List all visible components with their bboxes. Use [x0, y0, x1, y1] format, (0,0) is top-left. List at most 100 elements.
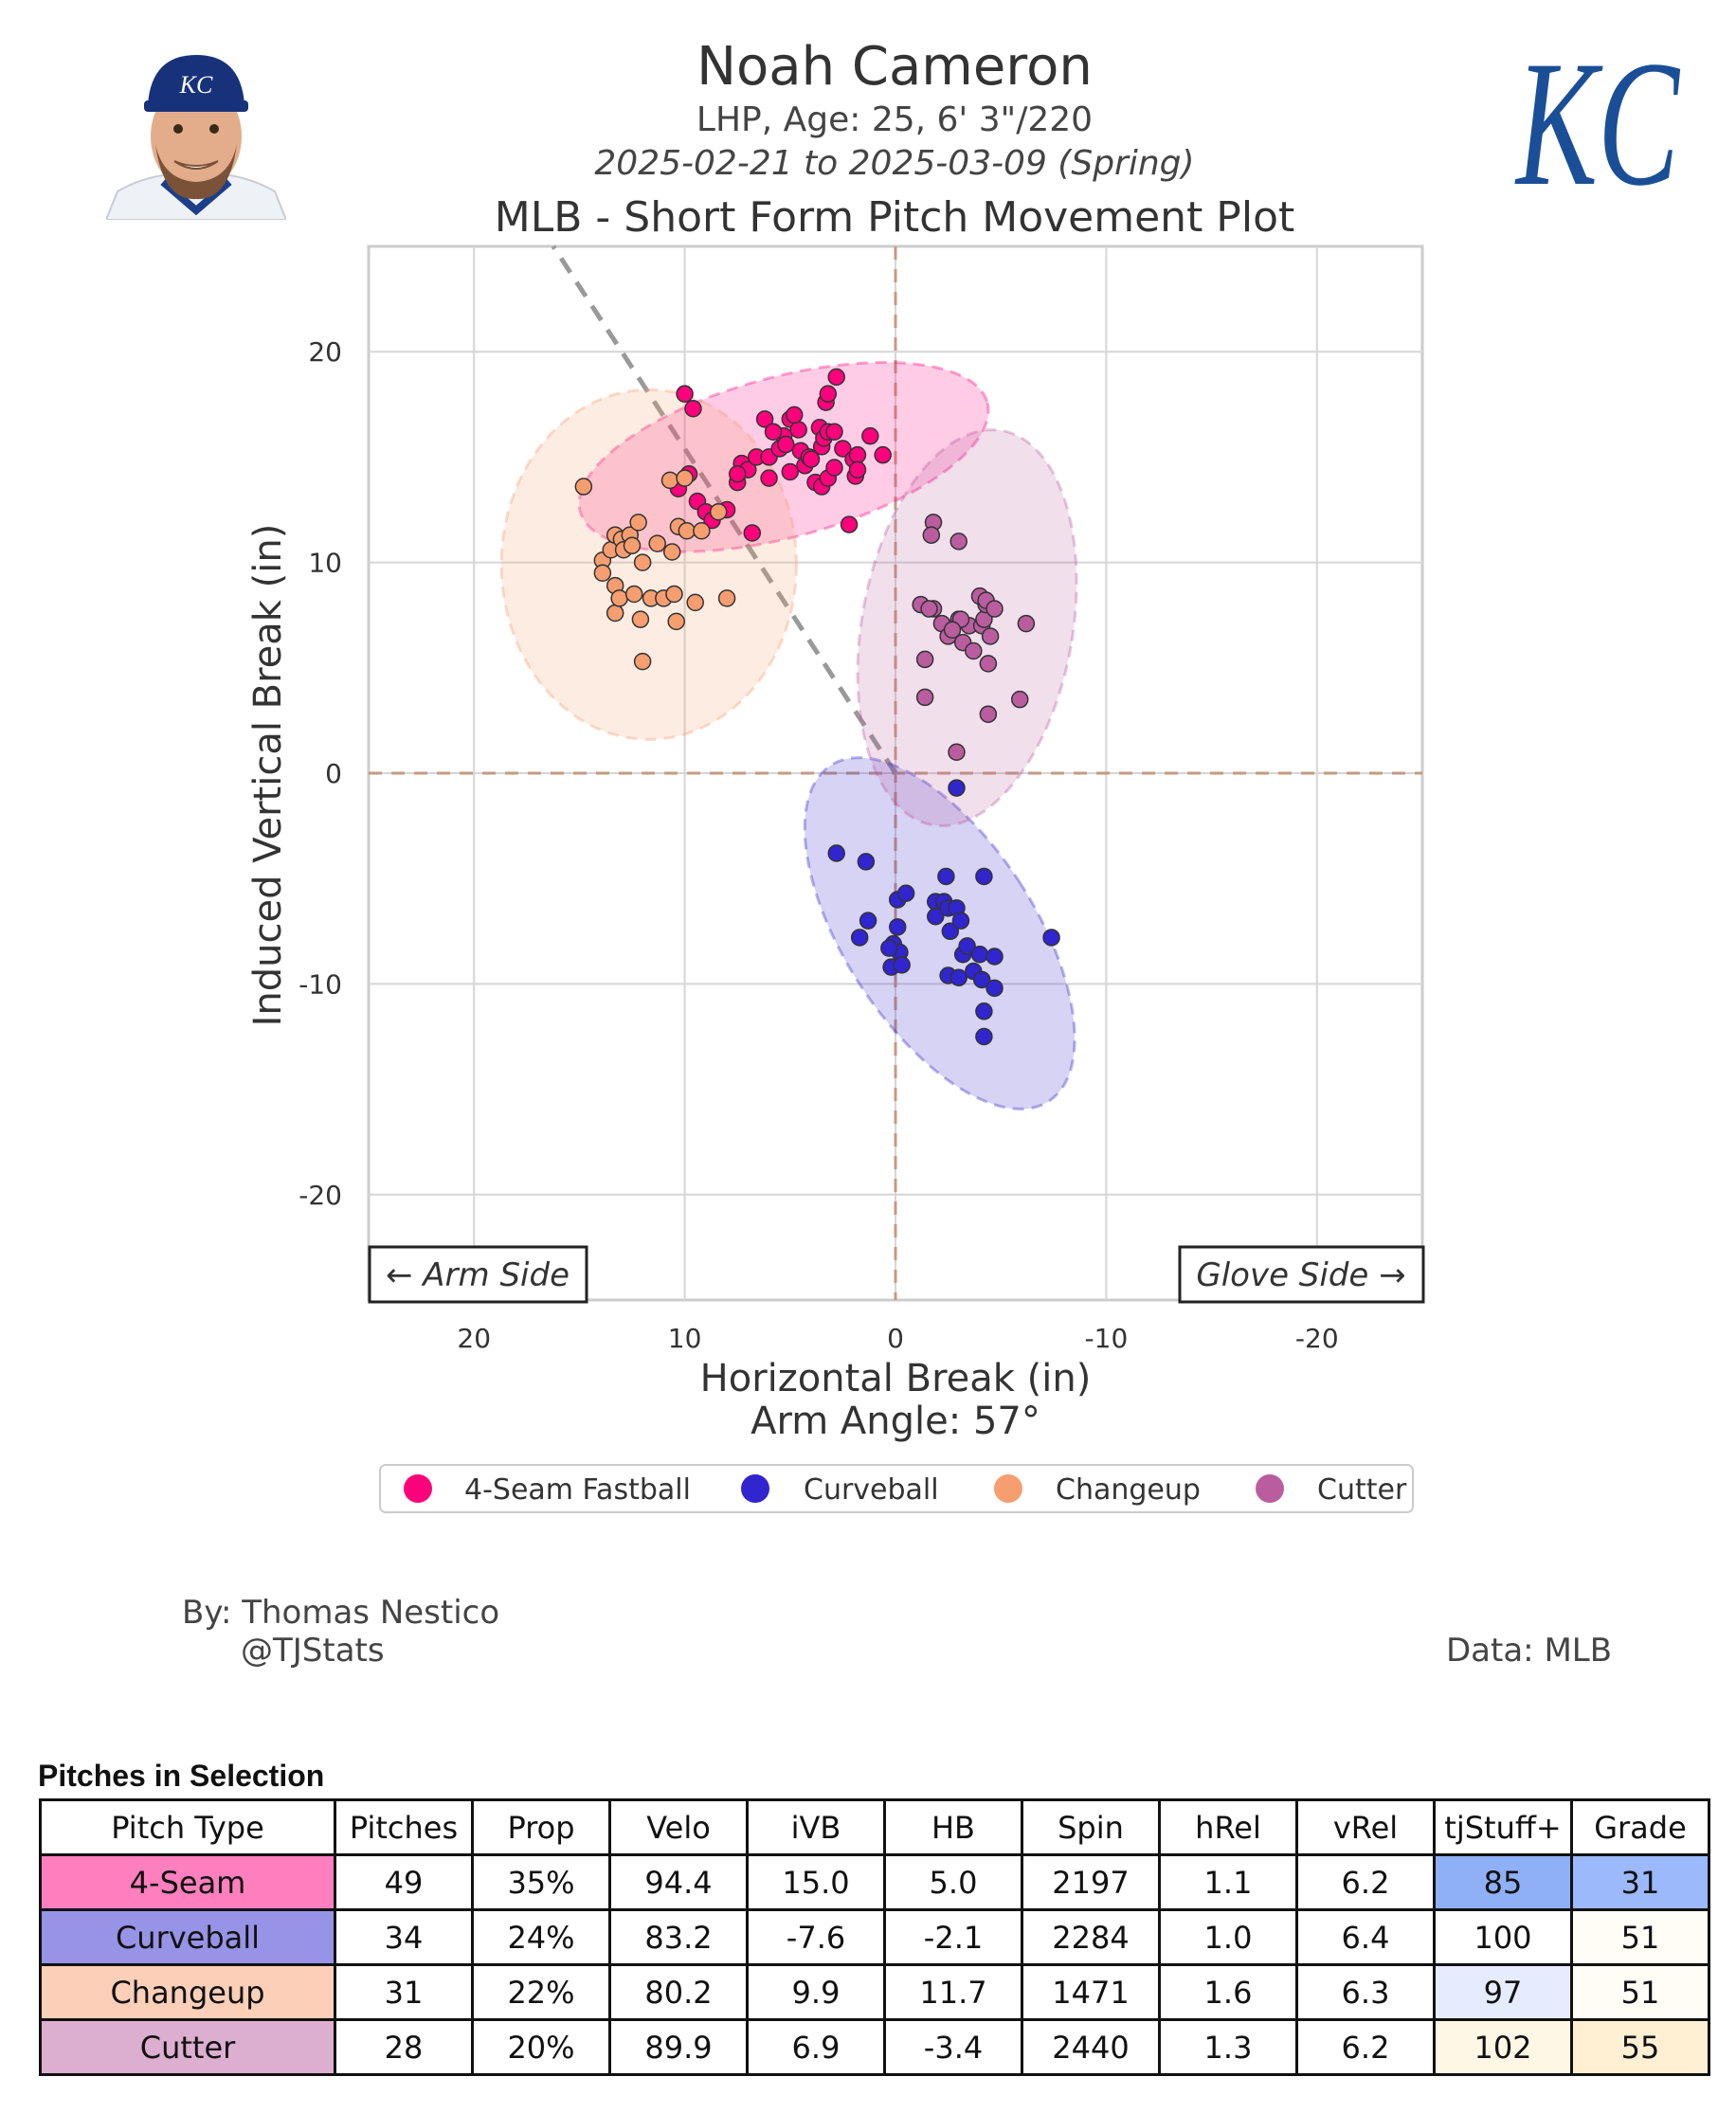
- column-header: hRel: [1158, 1798, 1298, 1856]
- column-header: Pitch Type: [39, 1798, 336, 1856]
- y-axis-label: Induced Vertical Break (in): [246, 524, 290, 1027]
- x-tick-label: 20: [457, 1323, 491, 1354]
- point-changeup: [665, 585, 683, 604]
- table-cell: 94.4: [608, 1853, 749, 1911]
- point-cutter: [949, 533, 967, 551]
- point-changeup: [663, 543, 681, 561]
- legend-label: Curveball: [804, 1473, 939, 1507]
- x-tick-label: -10: [1085, 1323, 1129, 1354]
- ellipse-4-seam-fastball: [577, 361, 990, 553]
- point-4-seam-fastball: [743, 524, 762, 542]
- point-4-seam-fastball: [676, 385, 694, 403]
- x-tick-label: 0: [887, 1323, 904, 1354]
- table-cell: 89.9: [608, 2018, 749, 2076]
- table-cell: 83.2: [608, 1908, 749, 1966]
- point-curveball: [948, 779, 966, 797]
- point-curveball: [975, 1027, 993, 1046]
- legend-marker: [994, 1474, 1022, 1503]
- point-changeup: [633, 652, 652, 671]
- arm-angle-label: Arm Angle: 57°: [750, 1400, 1040, 1443]
- table-cell: 6.2: [1295, 2018, 1436, 2076]
- table-cell: 1.6: [1158, 1963, 1298, 2021]
- point-curveball: [888, 918, 907, 936]
- y-tick-label: 20: [308, 336, 342, 368]
- table-cell: 1.3: [1158, 2018, 1298, 2076]
- point-cutter: [915, 650, 934, 669]
- point-curveball: [975, 867, 993, 886]
- point-curveball: [949, 968, 967, 986]
- player-headshot-image: KC: [106, 55, 286, 220]
- table-cell: 5.0: [883, 1853, 1023, 1911]
- column-header: Spin: [1021, 1798, 1161, 1856]
- tjstuff-cell: 102: [1433, 2018, 1573, 2076]
- point-curveball: [986, 979, 1004, 998]
- ellipse-curveball: [803, 756, 1076, 1111]
- point-changeup: [693, 521, 711, 540]
- point-4-seam-fastball: [755, 410, 774, 428]
- y-tick-label: 0: [325, 758, 342, 789]
- table-cell: 28: [334, 2018, 474, 2076]
- table-header-row: Pitch Type Pitches Prop Velo iVB HB Spin hRel vR…: [39, 1798, 1710, 1856]
- point-curveball: [859, 912, 877, 930]
- point-4-seam-fastball: [781, 462, 800, 481]
- legend-label: 4-Seam Fastball: [464, 1473, 691, 1507]
- pitch-type-cell: 4-Seam: [39, 1853, 336, 1911]
- table-cell: 34: [334, 1908, 474, 1966]
- point-cutter: [1010, 690, 1029, 709]
- point-curveball: [893, 956, 911, 974]
- legend-label: Changeup: [1056, 1473, 1201, 1507]
- point-cutter: [986, 600, 1004, 618]
- point-curveball: [975, 1002, 993, 1020]
- point-curveball: [970, 946, 989, 964]
- point-changeup: [667, 612, 685, 631]
- table-row: Cutter 28 20% 89.9 6.9 -3.4 2440 1.3 6.2 102 55: [39, 2018, 1710, 2076]
- x-axis-label: Horizontal Break (in): [700, 1357, 1092, 1400]
- point-curveball: [937, 867, 955, 886]
- point-changeup: [676, 469, 694, 487]
- point-changeup: [629, 514, 647, 532]
- column-header: Pitches: [334, 1798, 474, 1856]
- column-header: vRel: [1295, 1798, 1436, 1856]
- team-logo: KC: [1514, 47, 1681, 218]
- column-header: iVB: [746, 1798, 886, 1856]
- point-cutter: [922, 526, 941, 544]
- point-changeup: [633, 553, 652, 571]
- point-4-seam-fastball: [728, 464, 747, 483]
- point-changeup: [648, 534, 666, 552]
- point-cutter: [979, 705, 998, 723]
- point-curveball: [941, 922, 960, 941]
- point-cutter: [915, 688, 934, 707]
- point-4-seam-fastball: [848, 461, 867, 479]
- point-changeup: [574, 478, 593, 496]
- column-header: Prop: [471, 1798, 611, 1856]
- point-4-seam-fastball: [789, 421, 807, 439]
- point-4-seam-fastball: [802, 450, 821, 468]
- table-row: Curveball 34 24% 83.2 -7.6 -2.1 2284 1.0 6.4 100 5…: [39, 1908, 1710, 1966]
- table-cell: 1471: [1021, 1963, 1161, 2021]
- pitch-movement-chart: 20 10 0 -10 -20 20 10 0 -10 -20 ← Arm Side Glove Si…: [246, 244, 1425, 1513]
- point-curveball: [1042, 929, 1060, 947]
- table-cell: 35%: [471, 1853, 611, 1911]
- point-4-seam-fastball: [840, 515, 859, 533]
- arm-side-box: [368, 1245, 588, 1304]
- author-handle: @TJStats: [241, 1632, 385, 1670]
- point-curveball: [850, 929, 869, 947]
- table-cell: 20%: [471, 2018, 611, 2076]
- x-tick-label: -20: [1295, 1323, 1339, 1354]
- table-cell: -3.4: [883, 2018, 1023, 2076]
- pitch-type-cell: Changeup: [39, 1963, 336, 2021]
- pitch-type-cell: Cutter: [39, 2018, 336, 2076]
- point-changeup: [717, 589, 736, 607]
- point-cutter: [920, 600, 938, 618]
- table-cell: 9.9: [746, 1963, 886, 2021]
- point-cutter: [981, 627, 1000, 645]
- point-curveball: [857, 853, 876, 871]
- table-title: Pitches in Selection: [38, 1759, 325, 1793]
- point-4-seam-fastball: [874, 445, 892, 464]
- table-cell: 1.1: [1158, 1853, 1298, 1911]
- point-4-seam-fastball: [861, 426, 879, 445]
- tjstuff-cell: 100: [1433, 1908, 1573, 1966]
- table-cell: -7.6: [746, 1908, 886, 1966]
- point-4-seam-fastball: [819, 385, 838, 403]
- point-4-seam-fastball: [764, 423, 783, 441]
